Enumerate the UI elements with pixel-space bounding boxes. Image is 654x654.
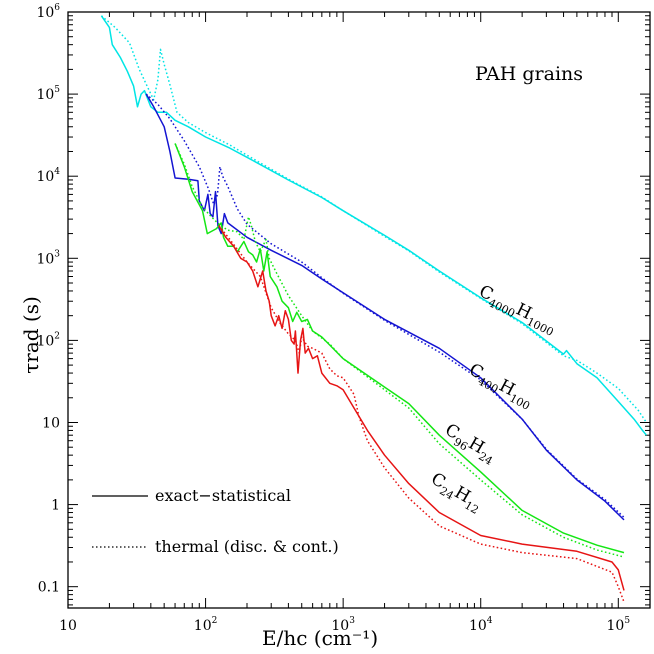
y-tick-label: 0.1 xyxy=(38,580,60,596)
series-label-C4000H1000: C4000H1000 xyxy=(474,282,559,339)
x-axis-title: E/hc (cm⁻¹) xyxy=(262,626,378,650)
series-label-C400H100: C400H100 xyxy=(464,360,536,413)
x-tick-label: 105 xyxy=(607,616,631,634)
legend-label-dotted: thermal (disc. & cont.) xyxy=(155,537,339,556)
y-tick-label: 103 xyxy=(36,249,60,267)
series-line-4 xyxy=(174,143,625,554)
x-tick-label: 103 xyxy=(331,616,355,634)
legend: exact−statistical thermal (disc. & cont.… xyxy=(92,486,339,556)
series-line-7 xyxy=(218,225,625,603)
axis-ticks xyxy=(67,11,650,608)
y-tick-label: 1 xyxy=(51,498,60,514)
annotation-text: PAH grains xyxy=(475,63,583,85)
series-line-1 xyxy=(100,15,648,423)
y-tick-label: 105 xyxy=(36,85,60,103)
legend-label-solid: exact−statistical xyxy=(155,486,291,505)
y-tick-label: 106 xyxy=(36,3,60,21)
x-tick-label: 10 xyxy=(59,618,77,634)
x-tick-label: 104 xyxy=(469,616,493,634)
y-tick-label: 10 xyxy=(42,415,60,431)
y-tick-label: 102 xyxy=(36,331,60,349)
series-line-3 xyxy=(145,93,625,518)
y-axis-title-text: τrad (s) xyxy=(19,296,43,374)
series-line-6 xyxy=(218,225,625,591)
series-layer xyxy=(100,15,648,603)
series-line-5 xyxy=(174,143,625,558)
y-tick-label: 104 xyxy=(36,167,60,185)
series-line-2 xyxy=(145,93,625,521)
y-axis-title: τrad (s) xyxy=(19,296,43,374)
tick-labels: 10 102 103 104 105 0.1 1 10 102 103 104 105 106 xyxy=(36,3,630,634)
plot-frame xyxy=(67,11,651,609)
x-tick-label: 102 xyxy=(194,616,218,634)
